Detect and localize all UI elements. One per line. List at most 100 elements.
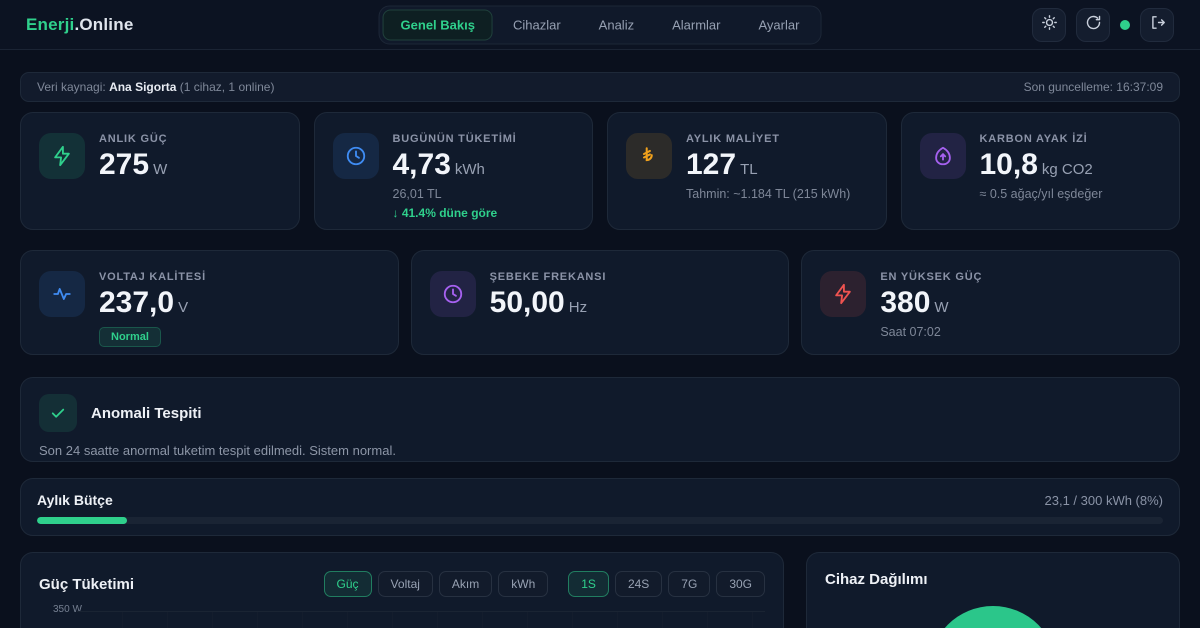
metric-button-voltaj[interactable]: Voltaj xyxy=(377,571,433,597)
card-en-yuksek-guc: EN YÜKSEK GÜÇ 380 W Saat 07:02 xyxy=(801,250,1180,355)
stat-cards-row: ANLIK GÜÇ 275 W BUGÜNÜN TÜKETİMİ 4,73 kWh … xyxy=(20,112,1180,230)
device-pie-chart xyxy=(929,606,1057,628)
metric-button-akim[interactable]: Akım xyxy=(438,571,493,597)
value-number: 380 xyxy=(880,286,931,319)
metric-button-guc[interactable]: Güç xyxy=(323,571,372,597)
value-unit: kWh xyxy=(454,161,485,178)
anomaly-card: Anomali Tespiti Son 24 saatte anormal tu… xyxy=(20,377,1180,462)
budget-card: Aylık Bütçe 23,1 / 300 kWh (8%) xyxy=(20,478,1180,536)
value-unit: kg CO2 xyxy=(1041,161,1093,178)
stat-sub: ≈ 0.5 ağaç/yıl eşdeğer xyxy=(979,186,1103,201)
gridline xyxy=(392,612,393,628)
range-button-24s[interactable]: 24S xyxy=(614,571,663,597)
power-chart-card: Güç Tüketimi Güç Voltaj Akım kWh 1S 24S … xyxy=(20,552,784,628)
anomaly-title: Anomali Tespiti xyxy=(91,404,202,422)
power-chart-plot: 350 W xyxy=(39,604,765,628)
stat-value: 10,8 kg CO2 xyxy=(980,149,1103,181)
quality-cards-row: VOLTAJ KALİTESİ 237,0 V Normal ŞEBEKE FRE… xyxy=(20,250,1180,355)
stat-label: VOLTAJ KALİTESİ xyxy=(99,271,206,283)
range-button-30g[interactable]: 30G xyxy=(716,571,765,597)
main-nav: Genel Bakış Cihazlar Analiz Alarmlar Aya… xyxy=(378,5,822,44)
card-sebeke-frekansi: ŞEBEKE FREKANSI 50,00 Hz xyxy=(410,250,790,355)
refresh-icon xyxy=(1085,14,1102,36)
header-actions xyxy=(1032,7,1174,42)
pulse-icon xyxy=(39,271,85,317)
stat-sub: Tahmin: ~1.184 TL (215 kWh) xyxy=(686,186,851,201)
data-source-text: Veri kaynagi: Ana Sigorta (1 cihaz, 1 on… xyxy=(37,80,274,94)
card-anlik-guc: ANLIK GÜÇ 275 W xyxy=(20,112,300,230)
refresh-button[interactable] xyxy=(1076,7,1110,42)
tab-alarmlar[interactable]: Alarmlar xyxy=(672,17,721,32)
tab-analiz[interactable]: Analiz xyxy=(598,17,635,32)
range-button-1s[interactable]: 1S xyxy=(568,571,609,597)
gridline xyxy=(347,612,348,628)
logo-primary: Enerji xyxy=(26,14,75,34)
stat-value: 380 W xyxy=(880,287,982,319)
gridline xyxy=(437,612,438,628)
logout-icon xyxy=(1149,14,1166,36)
value-number: 4,73 xyxy=(392,148,451,181)
stat-value: 4,73 kWh xyxy=(393,149,517,181)
clock-icon xyxy=(332,133,379,179)
range-button-7g[interactable]: 7G xyxy=(668,571,711,597)
value-unit: TL xyxy=(740,161,758,178)
bolt-icon xyxy=(39,133,85,179)
theme-sun-icon xyxy=(1041,14,1058,36)
y-axis-label: 350 W xyxy=(53,604,82,615)
leaf-icon xyxy=(919,133,966,179)
charts-row: Güç Tüketimi Güç Voltaj Akım kWh 1S 24S … xyxy=(20,552,1180,628)
gridline xyxy=(527,612,528,628)
stat-label: EN YÜKSEK GÜÇ xyxy=(880,271,983,283)
power-chart-title: Güç Tüketimi xyxy=(39,575,135,593)
stat-sub: Saat 07:02 xyxy=(880,324,941,339)
value-unit: W xyxy=(934,299,949,316)
stat-sub: 26,01 TL xyxy=(392,186,442,201)
stat-label: KARBON AYAK İZİ xyxy=(979,133,1088,145)
trend-down-text: ↓ 41.4% düne göre xyxy=(392,205,498,220)
budget-progress-track xyxy=(37,517,1163,524)
budget-title: Aylık Bütçe xyxy=(37,492,113,508)
tab-ayarlar[interactable]: Ayarlar xyxy=(758,17,800,32)
data-source-bar: Veri kaynagi: Ana Sigorta (1 cihaz, 1 on… xyxy=(20,72,1180,102)
stat-label: BUGÜNÜN TÜKETİMİ xyxy=(392,133,517,145)
value-number: 50,00 xyxy=(489,286,565,319)
chart-controls: Güç Voltaj Akım kWh 1S 24S 7G 30G xyxy=(323,571,765,597)
source-name: Ana Sigorta xyxy=(109,80,177,94)
stat-value: 275 W xyxy=(99,149,167,181)
lira-icon xyxy=(626,133,672,179)
gridline xyxy=(617,612,618,628)
gridline xyxy=(167,612,168,628)
card-aylik-maliyet: AYLIK MALİYET 127 TL Tahmin: ~1.184 TL (2… xyxy=(607,112,887,230)
anomaly-message: Son 24 saatte anormal tuketim tespit edi… xyxy=(39,443,396,458)
last-update-text: Son guncelleme: 16:37:09 xyxy=(1023,80,1163,94)
stat-value: 127 TL xyxy=(686,149,850,181)
metric-button-kwh[interactable]: kWh xyxy=(498,571,549,597)
source-label: Veri kaynagi: xyxy=(37,80,106,94)
source-detail: (1 cihaz, 1 online) xyxy=(179,80,275,94)
logout-button[interactable] xyxy=(1140,7,1174,42)
device-distribution-card: Cihaz Dağılımı xyxy=(806,552,1180,628)
card-karbon-ayak-izi: KARBON AYAK İZİ 10,8 kg CO2 ≈ 0.5 ağaç/yı… xyxy=(900,112,1180,230)
theme-toggle-button[interactable] xyxy=(1032,7,1066,42)
value-number: 275 xyxy=(99,148,150,181)
gridline xyxy=(707,612,708,628)
gridline xyxy=(572,612,573,628)
check-icon xyxy=(39,394,77,432)
top-bar: Enerji.Online Genel Bakış Cihazlar Anali… xyxy=(0,0,1200,50)
logo-secondary: .Online xyxy=(74,14,134,34)
tab-cihazlar[interactable]: Cihazlar xyxy=(512,17,561,32)
value-unit: Hz xyxy=(568,299,588,316)
stat-label: ŞEBEKE FREKANSI xyxy=(489,271,607,283)
value-unit: W xyxy=(153,161,168,178)
gridline xyxy=(122,612,123,628)
gridline xyxy=(662,612,663,628)
gridline xyxy=(482,612,483,628)
stat-label: ANLIK GÜÇ xyxy=(99,133,168,145)
clock-icon xyxy=(429,271,476,317)
device-chart-title: Cihaz Dağılımı xyxy=(825,571,928,588)
value-number: 127 xyxy=(686,148,737,181)
app-logo: Enerji.Online xyxy=(26,15,133,35)
gridline xyxy=(212,612,213,628)
online-status-dot xyxy=(1120,19,1130,30)
tab-genel-bakis[interactable]: Genel Bakış xyxy=(382,9,493,40)
